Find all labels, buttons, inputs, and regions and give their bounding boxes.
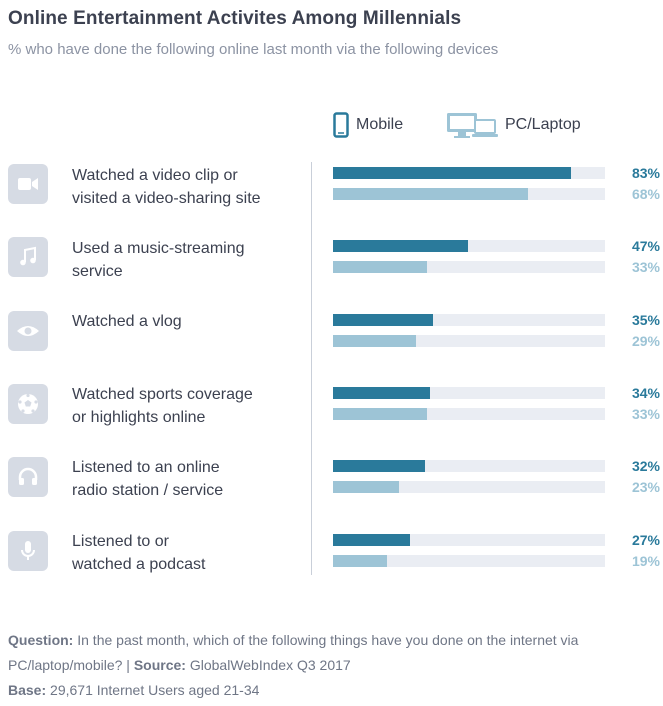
footer-note: Question: In the past month, which of th… xyxy=(8,628,656,703)
bar-mobile xyxy=(333,387,431,399)
value-label-mobile: 83% xyxy=(631,165,660,181)
bar-track xyxy=(333,240,605,252)
bar-pc xyxy=(333,335,417,347)
chart-row: Listened to an online radio station / ser… xyxy=(0,457,663,517)
bar-pc xyxy=(333,188,528,200)
question-label: Question: xyxy=(8,632,74,648)
headphones-icon xyxy=(8,457,48,497)
bar-mobile xyxy=(333,240,468,252)
legend-pc: PC/Laptop xyxy=(446,110,581,140)
legend-mobile: Mobile xyxy=(333,110,403,140)
bar-pc xyxy=(333,481,399,493)
legend-pc-label: PC/Laptop xyxy=(505,116,581,133)
soccer-ball-icon xyxy=(8,384,48,424)
desktop-laptop-icon xyxy=(447,113,498,138)
bar-track xyxy=(333,481,605,493)
value-label-pc: 33% xyxy=(631,406,660,422)
base-label: Base: xyxy=(8,682,47,698)
value-label-pc: 29% xyxy=(631,333,660,349)
bar-mobile xyxy=(333,534,411,546)
row-label: Used a music-streaming service xyxy=(72,240,245,280)
bar-pc xyxy=(333,261,428,273)
bar-track xyxy=(333,534,605,546)
chart-title: Online Entertainment Activites Among Mil… xyxy=(8,8,462,29)
axis-divider xyxy=(311,162,312,575)
bar-track xyxy=(333,167,605,179)
row-label: Listened to an online radio station / ser… xyxy=(72,459,224,499)
chart-row: Watched a video clip or visited a video-s… xyxy=(0,164,663,224)
eye-icon xyxy=(8,311,48,351)
value-label-mobile: 34% xyxy=(631,385,660,401)
bar-pc xyxy=(333,408,428,420)
video-camera-icon xyxy=(8,164,48,204)
bar-track xyxy=(333,555,605,567)
bar-mobile xyxy=(333,314,434,326)
chart-row: Listened to or watched a podcast 27% 19% xyxy=(0,531,663,591)
value-label-mobile: 27% xyxy=(631,532,660,548)
row-label: Listened to or watched a podcast xyxy=(72,533,206,573)
bar-track xyxy=(333,335,605,347)
bar-pc xyxy=(333,555,388,567)
microphone-icon xyxy=(8,531,48,571)
value-label-pc: 33% xyxy=(631,259,660,275)
value-label-pc: 19% xyxy=(631,553,660,569)
chart-row: Watched a vlog 35% 29% xyxy=(0,311,663,371)
bar-track xyxy=(333,188,605,200)
bar-mobile xyxy=(333,460,425,472)
mobile-phone-icon xyxy=(333,112,349,138)
bar-track xyxy=(333,261,605,273)
row-label: Watched sports coverage or highlights onl… xyxy=(72,386,253,426)
bar-track xyxy=(333,460,605,472)
value-label-mobile: 35% xyxy=(631,312,660,328)
base-text: 29,671 Internet Users aged 21-34 xyxy=(50,682,260,698)
chart-row: Watched sports coverage or highlights onl… xyxy=(0,384,663,444)
row-label: Watched a video clip or visited a video-s… xyxy=(72,167,261,207)
source-text: GlobalWebIndex Q3 2017 xyxy=(189,657,351,673)
bar-track xyxy=(333,314,605,326)
chart-row: Used a music-streaming service 47% 33% xyxy=(0,237,663,297)
row-label: Watched a vlog xyxy=(72,313,182,330)
value-label-mobile: 32% xyxy=(631,458,660,474)
bar-track xyxy=(333,408,605,420)
value-label-pc: 68% xyxy=(631,186,660,202)
value-label-pc: 23% xyxy=(631,479,660,495)
value-label-mobile: 47% xyxy=(631,238,660,254)
chart-subtitle: % who have done the following online las… xyxy=(8,41,499,58)
source-label: Source: xyxy=(133,657,186,673)
music-note-icon xyxy=(8,237,48,277)
question-text: In the past month, which of the followin… xyxy=(8,632,579,673)
bar-mobile xyxy=(333,167,571,179)
legend-mobile-label: Mobile xyxy=(356,116,404,133)
bar-track xyxy=(333,387,605,399)
